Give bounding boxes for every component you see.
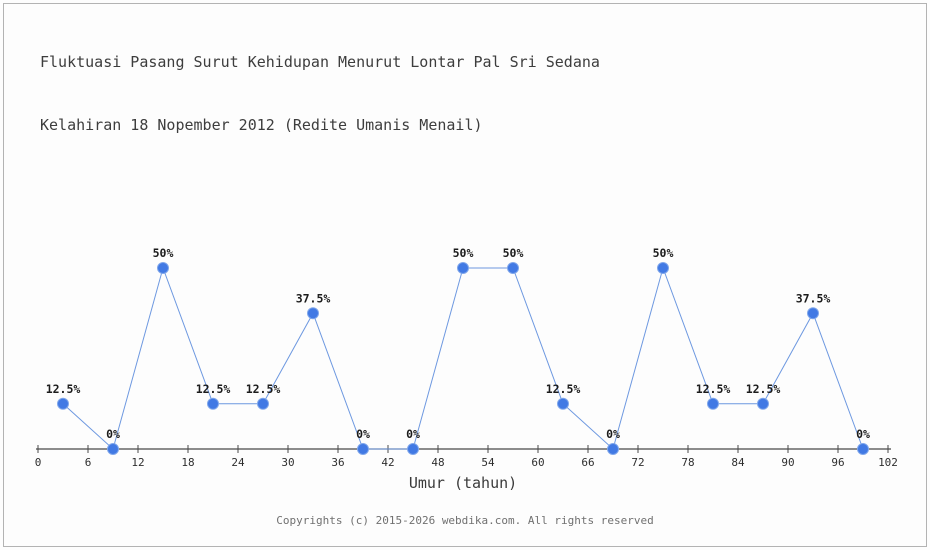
chart-title: Fluktuasi Pasang Surut Kehidupan Menurut…: [40, 10, 600, 178]
data-point-marker: [557, 397, 569, 410]
x-tick-label: 84: [731, 456, 745, 469]
data-point-marker: [607, 443, 619, 455]
data-point-marker: [807, 307, 819, 320]
data-point-label: 50%: [503, 246, 524, 260]
data-point-marker: [407, 443, 419, 455]
x-tick-label: 12: [131, 456, 144, 469]
data-point-label: 50%: [453, 246, 474, 260]
data-point-marker: [257, 397, 269, 410]
x-tick-label: 42: [381, 456, 394, 469]
data-point-marker: [107, 443, 119, 455]
data-point-label: 50%: [153, 246, 174, 260]
data-point-marker: [207, 397, 219, 410]
x-tick-label: 36: [331, 456, 344, 469]
x-tick-label: 48: [431, 456, 444, 469]
data-point-marker: [507, 262, 519, 274]
data-point-label: 12.5%: [696, 382, 731, 396]
data-point-marker: [357, 443, 369, 455]
data-point-marker: [157, 262, 169, 274]
data-point-marker: [707, 397, 719, 410]
data-point-label: 0%: [106, 427, 120, 441]
data-point-marker: [457, 262, 469, 274]
x-tick-label: 6: [85, 456, 92, 469]
x-tick-label: 54: [481, 456, 495, 469]
data-point-label: 12.5%: [546, 382, 581, 396]
x-tick-label: 0: [35, 456, 42, 469]
x-axis-title: Umur (tahun): [409, 474, 517, 492]
data-point-marker: [307, 307, 319, 320]
x-tick-label: 66: [581, 456, 594, 469]
x-tick-label: 30: [281, 456, 294, 469]
data-point-label: 0%: [356, 427, 370, 441]
x-tick-label: 24: [231, 456, 245, 469]
data-point-label: 50%: [653, 246, 674, 260]
data-point-label: 0%: [406, 427, 420, 441]
data-point-marker: [757, 397, 769, 410]
copyright-footer: Copyrights (c) 2015-2026 webdika.com. Al…: [276, 514, 654, 527]
data-point-marker: [857, 443, 869, 455]
data-point-label: 37.5%: [796, 291, 831, 305]
data-point-label: 0%: [856, 427, 870, 441]
x-tick-label: 90: [781, 456, 794, 469]
x-tick-label: 78: [681, 456, 694, 469]
fluctuation-line: [62, 266, 864, 450]
data-point-label: 37.5%: [296, 291, 331, 305]
chart-title-line2: Kelahiran 18 Nopember 2012 (Redite Umani…: [40, 116, 483, 134]
data-point-marker: [57, 397, 69, 410]
data-point-label: 12.5%: [196, 382, 231, 396]
chart-title-line1: Fluktuasi Pasang Surut Kehidupan Menurut…: [40, 53, 600, 71]
data-point-marker: [657, 262, 669, 274]
x-tick-label: 18: [181, 456, 194, 469]
data-point-label: 0%: [606, 427, 620, 441]
x-tick-label: 72: [631, 456, 644, 469]
x-tick-label: 60: [531, 456, 544, 469]
data-point-label: 12.5%: [746, 382, 781, 396]
x-tick-label: 102: [878, 456, 898, 469]
data-point-label: 12.5%: [246, 382, 281, 396]
data-point-label: 12.5%: [46, 382, 81, 396]
x-tick-label: 96: [831, 456, 844, 469]
